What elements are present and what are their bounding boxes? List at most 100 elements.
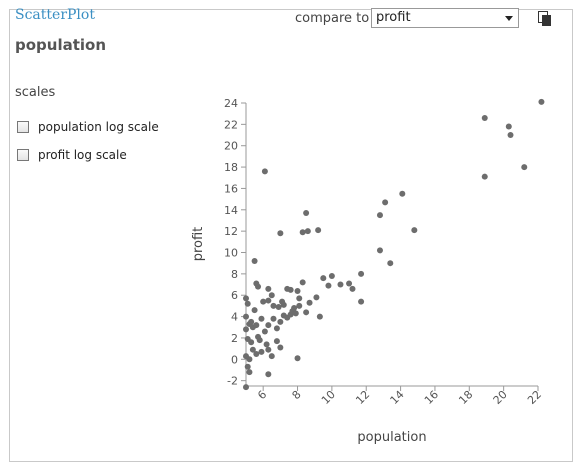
data-point <box>265 322 272 329</box>
data-point <box>244 300 251 307</box>
y-axis-title: profit <box>191 227 206 262</box>
data-point <box>248 339 255 346</box>
data-point <box>253 322 260 329</box>
data-point <box>505 123 512 130</box>
data-point <box>265 371 272 378</box>
y-tick-label: 0 <box>231 353 238 366</box>
data-point <box>277 344 284 351</box>
data-point <box>268 353 275 360</box>
data-point <box>538 98 545 105</box>
data-point <box>320 275 327 282</box>
data-points <box>243 98 545 391</box>
data-point <box>255 333 262 340</box>
data-point <box>253 350 260 357</box>
data-point <box>387 260 394 267</box>
y-tick-label: 6 <box>231 289 238 302</box>
data-point <box>411 227 418 234</box>
data-point <box>325 282 332 289</box>
x-tick-label: 20 <box>491 388 510 407</box>
data-point <box>299 229 306 236</box>
y-tick-label: -2 <box>227 375 238 388</box>
compare-select[interactable]: profit <box>371 8 519 28</box>
data-point <box>258 315 265 322</box>
data-point <box>268 292 275 299</box>
data-point <box>349 285 356 292</box>
x-tick-label: 10 <box>319 388 338 407</box>
x-tick-label: 18 <box>456 388 475 407</box>
y-tick-label: 8 <box>231 268 238 281</box>
chevron-down-icon <box>505 16 513 21</box>
compare-selected-value: profit <box>376 10 411 25</box>
data-point <box>255 283 262 290</box>
data-point <box>358 298 365 305</box>
data-point <box>265 285 272 292</box>
data-point <box>273 325 280 332</box>
data-point <box>296 302 303 309</box>
data-point <box>265 297 272 304</box>
y-tick-label: 10 <box>224 247 238 260</box>
variable-title: population <box>15 36 107 54</box>
compare-label: compare to <box>295 11 370 26</box>
copy-icon[interactable] <box>538 11 552 27</box>
data-point <box>294 287 301 294</box>
data-point <box>399 190 406 197</box>
y-tick-label: 18 <box>224 161 238 174</box>
y-tick-label: 4 <box>231 311 238 324</box>
data-point <box>261 328 268 335</box>
data-point <box>243 353 249 360</box>
data-point <box>244 363 251 370</box>
x-tick-label: 16 <box>422 388 441 407</box>
x-tick-label: 14 <box>388 388 407 407</box>
data-point <box>243 326 249 333</box>
data-point <box>507 132 514 139</box>
x-tick-label: 12 <box>353 388 372 407</box>
profit-log-scale-checkbox[interactable] <box>17 149 29 161</box>
y-tick-label: 20 <box>224 140 238 153</box>
y-tick-label: 12 <box>224 225 238 238</box>
data-point <box>260 298 267 305</box>
data-point <box>303 309 310 316</box>
scales-label: scales <box>15 85 56 100</box>
app-title: ScatterPlot <box>15 7 95 23</box>
y-tick-label: 2 <box>231 332 238 345</box>
data-point <box>303 209 310 216</box>
data-point <box>316 313 323 320</box>
x-tick-label: 22 <box>525 388 544 407</box>
x-axis-ticks: 6 8 10 12 14 16 18 20 22 <box>255 386 544 407</box>
population-log-scale-checkbox[interactable] <box>17 121 29 133</box>
data-point <box>243 384 249 391</box>
data-point <box>296 295 303 302</box>
data-point <box>248 318 255 325</box>
data-point <box>277 230 284 237</box>
x-tick-label: 6 <box>255 388 269 402</box>
data-point <box>275 303 282 310</box>
data-point <box>287 286 294 293</box>
data-point <box>294 355 301 362</box>
data-point <box>246 369 253 376</box>
data-point <box>376 247 383 254</box>
data-point <box>382 199 389 206</box>
data-point <box>251 258 258 265</box>
data-point <box>481 173 488 180</box>
data-point <box>270 315 277 322</box>
y-tick-label: 16 <box>224 182 238 195</box>
data-point <box>299 279 306 286</box>
data-point <box>358 270 365 277</box>
data-point <box>346 280 353 287</box>
data-point <box>249 346 256 353</box>
data-point <box>292 310 299 317</box>
profit-log-scale-label: profit log scale <box>38 148 127 162</box>
x-tick-label: 8 <box>290 388 304 402</box>
data-point <box>265 346 272 353</box>
y-tick-label: 24 <box>224 97 238 110</box>
data-point <box>277 318 284 325</box>
data-point <box>376 212 383 219</box>
data-point <box>251 307 258 314</box>
data-point <box>243 313 249 320</box>
data-point <box>315 227 322 234</box>
data-point <box>306 299 313 306</box>
data-point <box>263 341 270 348</box>
data-point <box>328 273 335 280</box>
